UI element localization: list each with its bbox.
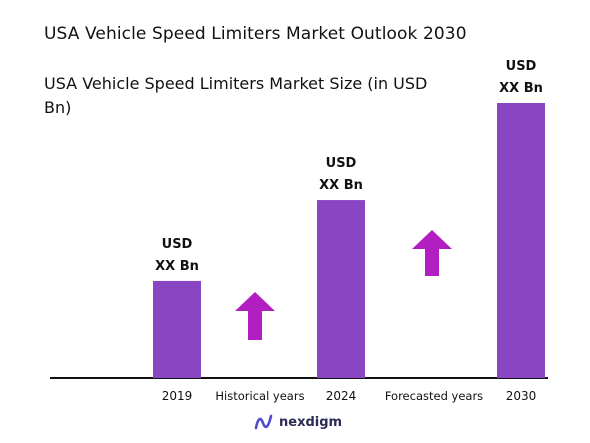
nexdigm-logo: nexdigm [254, 413, 342, 431]
data-label-currency: USD [326, 156, 357, 171]
data-label-currency: USD [162, 237, 193, 252]
growth-arrow-icon [412, 230, 452, 276]
x-tick-label: 2024 [326, 389, 357, 403]
bar-2019 [153, 280, 201, 378]
data-label-currency: USD [506, 59, 537, 74]
bar-2024 [317, 200, 365, 378]
chart-subtitle: USA Vehicle Speed Limiters Market Size (… [44, 74, 428, 117]
period-label: Forecasted years [385, 389, 483, 403]
data-label-value: XX Bn [319, 178, 363, 193]
chart-title: USA Vehicle Speed Limiters Market Outloo… [44, 24, 467, 44]
data-label-value: XX Bn [155, 259, 199, 274]
brand-name: nexdigm [279, 414, 343, 430]
x-tick-label: 2030 [506, 389, 537, 403]
x-tick-label: 2019 [162, 389, 193, 403]
bar-2030 [497, 103, 545, 378]
data-label-value: XX Bn [499, 81, 543, 96]
growth-arrow-icon [235, 292, 275, 340]
period-label: Historical years [215, 389, 304, 403]
nexdigm-mark-icon [254, 414, 273, 430]
